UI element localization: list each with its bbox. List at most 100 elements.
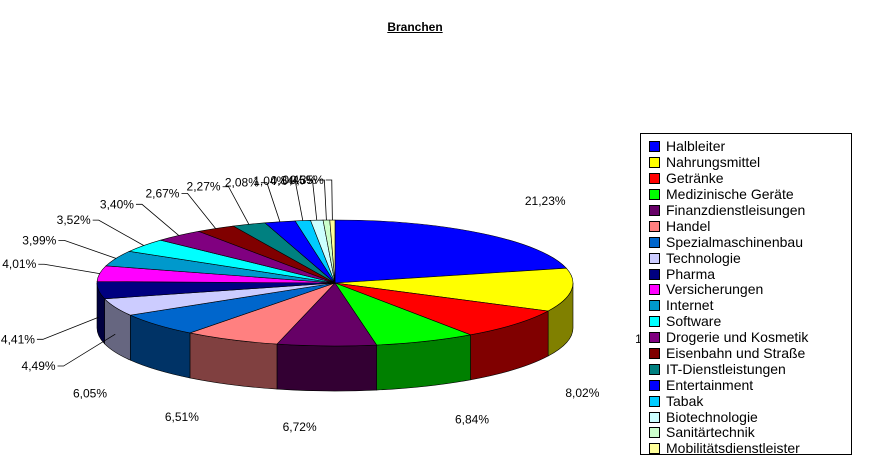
pie-labels: 21,23%11,11%8,02%6,84%6,72%6,51%6,05%4,4…: [1, 173, 675, 434]
pie-slice-getr-nke: [334, 282, 550, 336]
percent-label: 6,84%: [455, 413, 489, 427]
legend-swatch: [649, 252, 660, 264]
legend-item: Halbleiter: [649, 139, 851, 155]
legend-item: Eisenbahn und Straße: [649, 346, 851, 362]
legend-swatch: [649, 220, 660, 232]
percent-label: 3,52%: [57, 213, 91, 227]
leader-line: [289, 180, 304, 221]
legend-label: Pharma: [666, 265, 716, 282]
legend-swatch: [649, 411, 660, 423]
percent-label: 4,41%: [1, 332, 35, 346]
legend-item: Mobilitätsdienstleister: [649, 441, 851, 457]
legend-swatch: [649, 427, 660, 439]
percent-label: 0,84%: [270, 173, 304, 187]
percent-label: 4,49%: [22, 359, 56, 373]
legend-swatch: [649, 173, 660, 185]
legend-label: Getränke: [666, 170, 724, 187]
legend-swatch: [649, 363, 660, 375]
legend-item: Drogerie und Kosmetik: [649, 330, 851, 346]
leader-line: [38, 263, 100, 274]
legend-swatch: [649, 284, 660, 296]
legend-label: Mobilitätsdienstleister: [666, 440, 800, 457]
legend-swatch: [649, 141, 660, 153]
percent-label: 4,01%: [2, 257, 36, 271]
leader-line: [325, 179, 333, 221]
pie-slice-nahrungsmittel: [334, 267, 574, 312]
leader-line: [222, 186, 250, 225]
legend-swatch: [649, 332, 660, 344]
legend-label: Sanitärtechnik: [666, 424, 755, 441]
percent-label: 6,51%: [165, 410, 199, 424]
legend-label: Nahrungsmittel: [666, 154, 761, 171]
pie-side-finanzdienstleisungen: [276, 343, 377, 392]
legend-label: IT-Dienstleistungen: [666, 360, 786, 377]
legend-item: Technologie: [649, 250, 851, 266]
percent-label: 2,67%: [145, 186, 179, 200]
leader-line: [306, 179, 318, 221]
leader-line: [92, 219, 144, 246]
percent-label: 0,45%: [282, 173, 316, 187]
legend-swatch: [649, 348, 660, 360]
leader-line: [260, 182, 281, 222]
legend-item: Pharma: [649, 266, 851, 282]
pie-slice-halbleiter: [334, 219, 567, 284]
legend: Halbleiter Nahrungsmittel Getränke Medizini…: [640, 133, 852, 457]
legend-label: Entertainment: [666, 376, 754, 393]
legend-swatch: [649, 316, 660, 328]
percent-label: 3,40%: [100, 197, 134, 211]
legend-swatch: [649, 300, 660, 312]
legend-swatch: [649, 205, 660, 216]
legend-item: Medizinische Geräte: [649, 187, 851, 203]
percent-label: 2,27%: [187, 180, 221, 194]
legend-label: Biotechnologie: [666, 408, 758, 425]
pie-top: [96, 219, 574, 347]
legend-item: Nahrungsmittel: [649, 155, 851, 171]
leader-line: [181, 192, 216, 229]
legend-item: Entertainment: [649, 377, 851, 393]
legend-item: Sanitärtechnik: [649, 425, 851, 441]
legend-swatch: [649, 268, 660, 280]
legend-item: Biotechnologie: [649, 409, 851, 425]
legend-label: Software: [666, 313, 722, 330]
percent-label: 6,72%: [283, 420, 317, 434]
legend-swatch: [649, 157, 660, 169]
legend-label: Eisenbahn und Straße: [666, 345, 806, 362]
leader-line: [318, 179, 327, 221]
legend-label: Spezialmaschinenbau: [666, 233, 803, 250]
chart-title: Branchen: [387, 20, 443, 34]
leader-line: [36, 316, 99, 340]
percent-label: 0,35%: [290, 173, 324, 187]
pie-sides: [96, 282, 574, 392]
legend-swatch: [649, 443, 660, 455]
legend-label: Halbleiter: [666, 138, 726, 155]
percent-label: 1,04%: [253, 174, 287, 188]
legend-swatch: [649, 395, 660, 407]
leader-line: [57, 333, 116, 367]
legend-item: Finanzdienstleisungen: [649, 203, 851, 219]
legend-item: Getränke: [649, 171, 851, 187]
percent-label: 6,05%: [73, 387, 107, 401]
legend-label: Finanzdienstleisungen: [666, 202, 806, 218]
legend-label: Tabak: [666, 392, 704, 409]
legend-swatch: [649, 379, 660, 391]
leader-line: [58, 239, 117, 259]
legend-label: Internet: [666, 297, 714, 314]
legend-label: Handel: [666, 217, 711, 234]
legend-item: Versicherungen: [649, 282, 851, 298]
legend-item: IT-Dienstleistungen: [649, 361, 851, 377]
legend-item: Internet: [649, 298, 851, 314]
percent-label: 8,02%: [565, 386, 599, 400]
legend-label: Technologie: [666, 249, 741, 266]
percent-label: 21,23%: [525, 194, 566, 208]
leader-line: [135, 203, 179, 236]
legend-label: Versicherungen: [666, 281, 764, 298]
legend-swatch: [649, 189, 660, 201]
legend-item: Spezialmaschinenbau: [649, 234, 851, 250]
legend-item: Tabak: [649, 393, 851, 409]
percent-label: 3,99%: [22, 233, 56, 247]
legend-label: Drogerie und Kosmetik: [666, 329, 809, 346]
legend-label: Medizinische Geräte: [666, 186, 794, 203]
legend-item: Software: [649, 314, 851, 330]
legend-swatch: [649, 236, 660, 248]
